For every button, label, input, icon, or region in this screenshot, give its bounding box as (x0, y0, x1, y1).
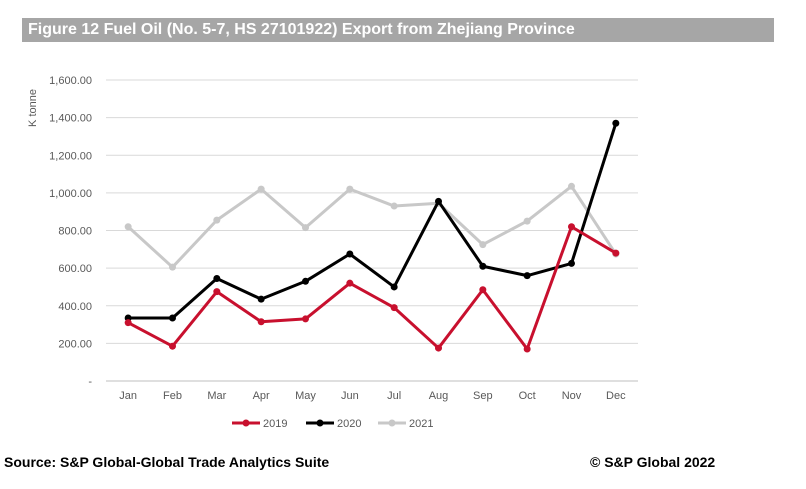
legend-label: 2020 (337, 418, 361, 430)
series-2020 (124, 119, 620, 322)
legend-item: 2021 (378, 418, 433, 430)
y-axis-ticks: - 200.00 400.00 600.00 800.00 1,000.00 1,200.0… (49, 75, 92, 388)
data-point (169, 314, 176, 322)
data-point (390, 304, 398, 312)
data-point (169, 342, 176, 350)
data-point (435, 197, 442, 205)
data-point (213, 216, 221, 224)
data-point (523, 217, 531, 225)
data-point (124, 319, 132, 327)
copyright-note: © S&P Global 2022 (590, 454, 716, 470)
legend-marker (242, 419, 250, 427)
x-tick-label: Apr (253, 390, 270, 402)
data-point (523, 345, 531, 353)
series-line (126, 184, 618, 269)
data-point (568, 259, 575, 267)
x-tick-label: Jun (341, 390, 359, 402)
y-tick-label: 1,000.00 (49, 188, 92, 200)
series-layer (124, 119, 620, 353)
legend-label: 2019 (263, 418, 287, 430)
data-point (124, 223, 132, 231)
data-point (257, 295, 265, 303)
data-point (479, 286, 487, 294)
series-2019 (124, 223, 620, 353)
legend-item: 2019 (232, 418, 287, 430)
x-tick-label: Jan (119, 390, 137, 402)
series-2021 (124, 182, 620, 271)
data-point (257, 318, 265, 326)
data-point (390, 283, 398, 291)
legend-marker (316, 419, 324, 427)
x-tick-label: Mar (207, 390, 226, 402)
x-tick-label: May (295, 390, 316, 402)
x-tick-label: Oct (519, 390, 536, 402)
data-point (568, 182, 575, 190)
data-point (523, 272, 531, 280)
x-tick-label: Nov (562, 390, 582, 402)
data-point (390, 202, 398, 210)
data-point (435, 344, 442, 352)
x-tick-label: Aug (429, 390, 449, 402)
data-point (612, 249, 620, 257)
x-tick-label: Jul (387, 390, 401, 402)
data-point (568, 223, 575, 231)
series-line (126, 121, 618, 320)
series-line (126, 225, 618, 351)
data-point (302, 224, 309, 232)
x-axis-ticks: Jan Feb Mar Apr May Jun Jul Aug Sep Oct Nov Dec (119, 390, 626, 402)
y-tick-label: 600.00 (58, 263, 92, 275)
data-point (346, 250, 354, 258)
figure-title: Figure 12 Fuel Oil (No. 5-7, HS 27101922… (22, 18, 774, 42)
data-point (302, 277, 309, 285)
y-tick-label: 1,200.00 (49, 150, 92, 162)
y-tick-label: 200.00 (58, 338, 92, 350)
legend-marker (388, 419, 396, 427)
x-tick-label: Sep (473, 390, 493, 402)
x-tick-label: Dec (606, 390, 626, 402)
y-tick-label: 1,400.00 (49, 113, 92, 125)
legend-item: 2020 (306, 418, 361, 430)
y-tick-label: 1,600.00 (49, 75, 92, 87)
y-axis-title: K tonne (27, 89, 39, 127)
y-tick-label: 400.00 (58, 301, 92, 313)
source-note: Source: S&P Global-Global Trade Analytic… (4, 454, 330, 470)
data-point (257, 185, 265, 193)
legend-label: 2021 (409, 418, 433, 430)
data-point (612, 119, 620, 127)
data-point (479, 241, 487, 249)
legend: 2019 2020 2021 (232, 418, 433, 430)
x-tick-label: Feb (163, 390, 182, 402)
data-point (213, 274, 221, 282)
data-point (346, 185, 354, 193)
data-point (213, 288, 221, 296)
data-point (346, 279, 354, 287)
y-tick-label: - (88, 376, 92, 388)
data-point (479, 262, 487, 270)
data-point (302, 315, 309, 323)
y-tick-label: 800.00 (58, 226, 92, 238)
data-point (169, 263, 176, 271)
grid-lines (106, 79, 638, 382)
